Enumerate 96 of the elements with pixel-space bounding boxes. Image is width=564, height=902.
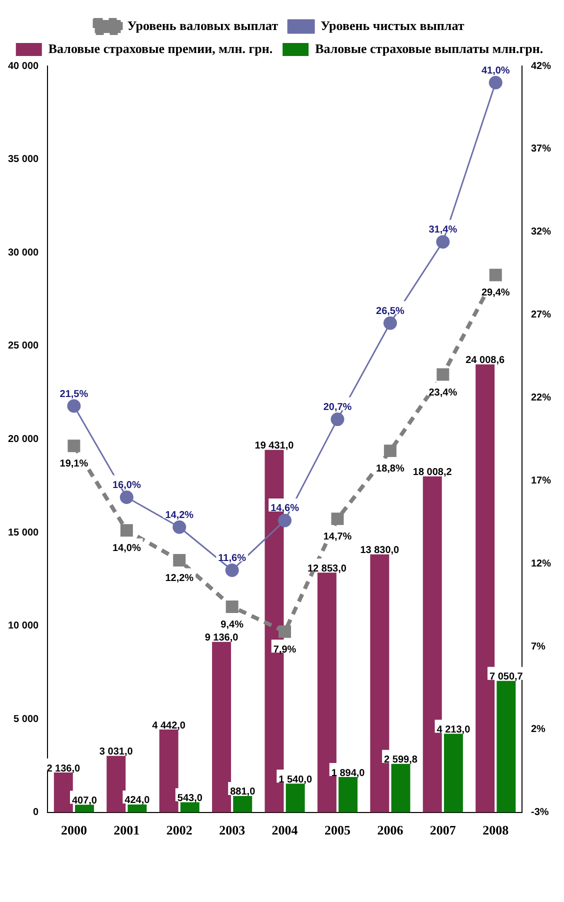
x-tick-label: 2004: [272, 822, 298, 838]
point: [67, 399, 81, 413]
data-label: 31,4%: [428, 224, 458, 236]
data-label: 407,0: [72, 796, 98, 807]
data-label: 12 853,0: [307, 563, 347, 574]
legend-label: Валовые страховые премии, млн. грн.: [48, 40, 273, 56]
y2-tick-label: 32%: [530, 226, 552, 238]
point: [68, 440, 80, 452]
data-label: 29,4%: [481, 288, 510, 299]
x-tick-label: 2008: [482, 822, 510, 838]
data-label: 1 894,0: [331, 768, 366, 779]
y2-tick-label: 22%: [530, 392, 552, 404]
y2-tick-label: 27%: [530, 310, 552, 321]
point: [436, 235, 450, 249]
data-label: 20,7%: [323, 402, 352, 414]
point: [488, 76, 502, 90]
point: [172, 520, 186, 534]
data-label: 26,5%: [376, 306, 404, 317]
data-label: 14,2%: [165, 510, 194, 521]
data-label: 2 136,0: [46, 763, 81, 774]
bar: [444, 734, 463, 812]
y-tick-label: 5 000: [14, 714, 40, 725]
data-label: 9,4%: [220, 619, 244, 630]
data-label: 19 431,0: [254, 440, 294, 452]
x-tick-label: 2001: [114, 822, 140, 838]
bar: [391, 764, 410, 812]
x-tick-label: 2003: [219, 822, 246, 838]
data-label: 24 008,6: [466, 355, 505, 366]
y-tick-label: 0: [33, 807, 40, 818]
point: [225, 563, 239, 577]
point: [226, 600, 238, 613]
data-label: 18,8%: [376, 464, 404, 475]
data-label: 16,0%: [112, 480, 141, 492]
data-label: 11,6%: [218, 552, 246, 564]
data-label: 9 136,0: [204, 632, 239, 644]
y-tick-label: 10 000: [8, 620, 40, 632]
bar: [54, 772, 73, 812]
point: [173, 554, 186, 567]
point: [384, 444, 396, 458]
y2-tick-label: 7%: [530, 641, 546, 652]
y2-tick-label: 37%: [530, 144, 552, 155]
data-label: 424,0: [124, 795, 150, 806]
point: [330, 412, 344, 426]
data-label: 14,6%: [270, 503, 300, 514]
point: [331, 512, 344, 526]
data-label: 1 540,0: [278, 774, 312, 786]
data-label: 23,4%: [428, 387, 458, 398]
y-tick-label: 30 000: [8, 247, 40, 258]
y2-tick-label: 42%: [530, 60, 552, 72]
data-label: 4 213,0: [436, 724, 471, 736]
point: [489, 268, 502, 282]
data-label: 14,0%: [112, 543, 141, 554]
data-label: 12,2%: [165, 573, 194, 584]
y-tick-label: 35 000: [8, 154, 40, 166]
x-tick-label: 2005: [324, 822, 351, 838]
x-tick-label: 2007: [430, 822, 456, 838]
data-label: 4 442,0: [152, 720, 186, 732]
y2-tick-label: 12%: [530, 558, 552, 570]
bar: [338, 777, 358, 812]
legend-label: Уровень валовых выплат: [127, 18, 279, 33]
data-label: 2 599,8: [384, 754, 418, 766]
data-label: 19,1%: [60, 458, 88, 470]
data-label: 41,0%: [481, 65, 510, 76]
data-label: 3 031,0: [99, 746, 134, 758]
bar: [317, 572, 336, 812]
point: [278, 625, 292, 638]
y2-tick-label: -3%: [530, 807, 549, 818]
bar: [180, 802, 200, 812]
y-tick-label: 25 000: [8, 340, 40, 352]
point: [278, 514, 292, 528]
data-label: 881,0: [230, 786, 256, 798]
y2-tick-label: 17%: [530, 475, 552, 486]
bar: [233, 796, 252, 812]
bar: [286, 784, 305, 812]
point: [383, 316, 397, 330]
data-label: 543,0: [177, 793, 203, 804]
legend-label: Уровень чистых выплат: [320, 18, 465, 33]
data-label: 21,5%: [60, 388, 88, 400]
data-label: 7,9%: [273, 644, 296, 656]
bar: [74, 804, 94, 812]
bar: [128, 804, 147, 812]
y-tick-label: 20 000: [8, 434, 40, 445]
data-label: 13 830,0: [360, 545, 400, 556]
y-tick-label: 40 000: [8, 60, 40, 72]
data-label: 14,7%: [323, 532, 352, 543]
point: [120, 524, 133, 537]
y-tick-label: 15 000: [8, 527, 40, 538]
data-label: 7 050,7: [489, 672, 524, 683]
point: [436, 368, 450, 381]
y2-tick-label: 2%: [530, 724, 546, 736]
x-tick-label: 2002: [166, 822, 192, 838]
point: [120, 490, 134, 504]
x-tick-label: 2000: [60, 822, 87, 838]
legend-label: Валовые страховые выплаты млн.грн.: [315, 40, 544, 56]
x-tick-label: 2006: [377, 822, 404, 838]
data-label: 18 008,2: [412, 467, 452, 478]
